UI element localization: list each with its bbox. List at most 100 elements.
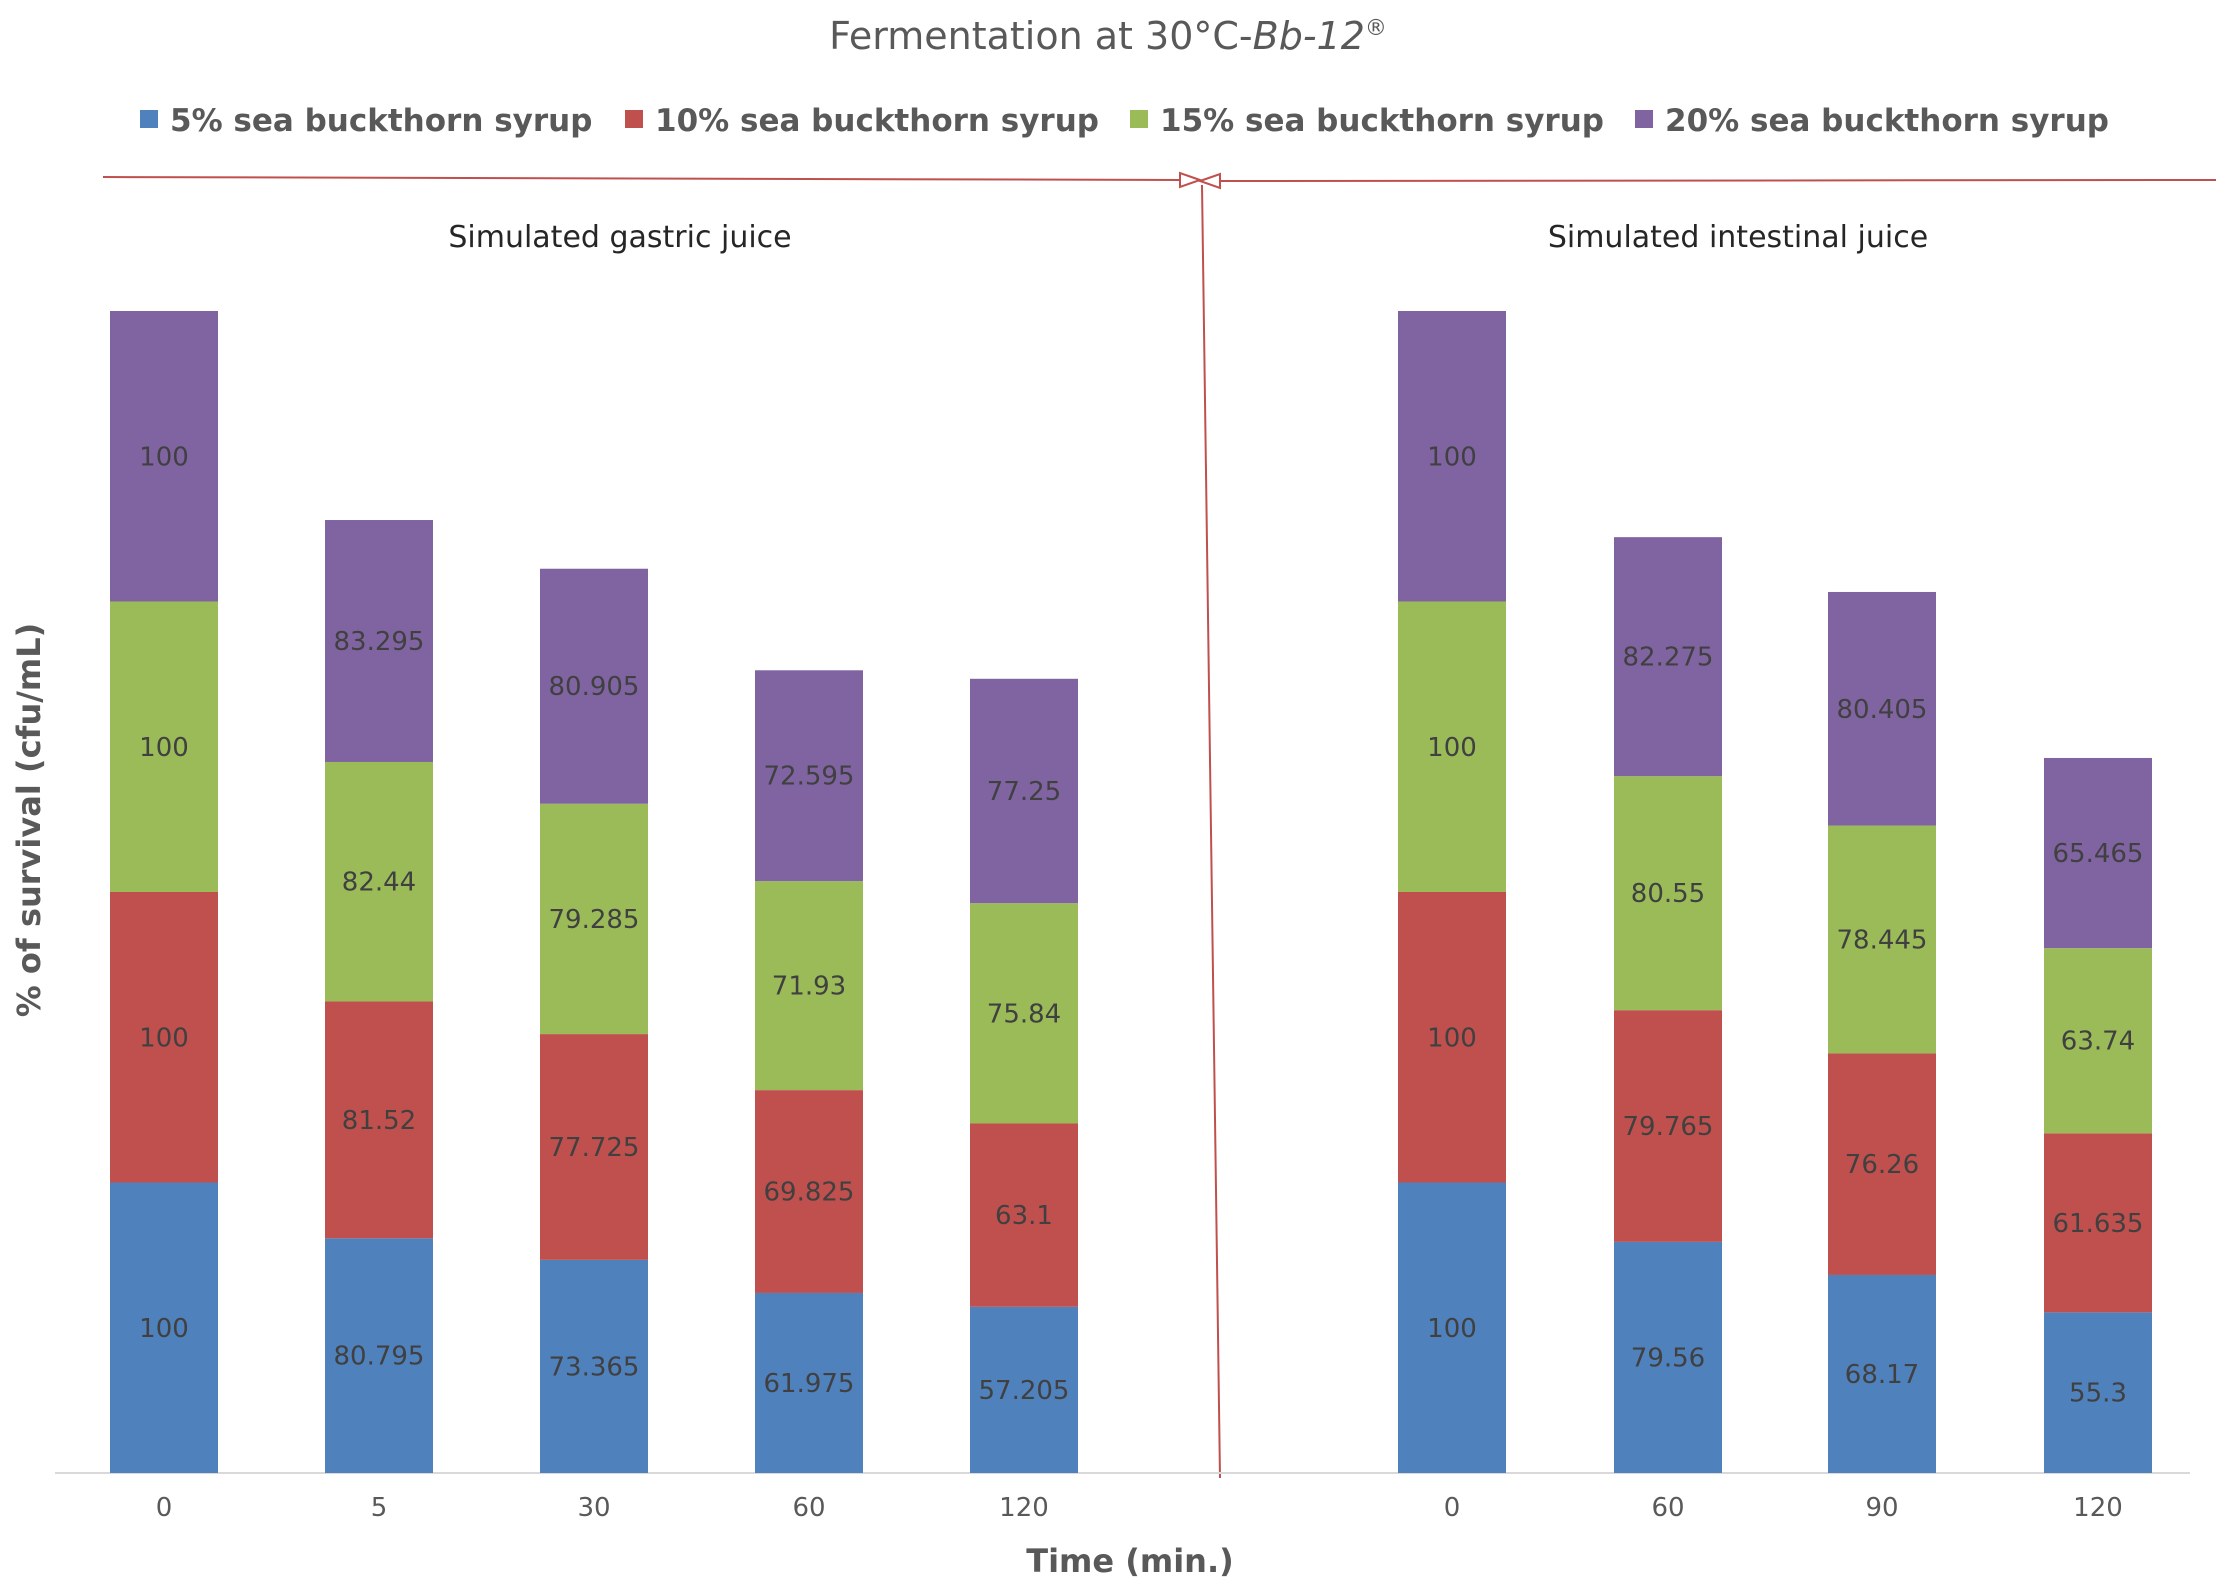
x-tick-p1-0: 0 <box>1444 1493 1461 1523</box>
legend-label-15pct: 15% sea buckthorn syrup <box>1160 103 1604 139</box>
data-label-p0-c4-s0: 57.205 <box>979 1376 1070 1406</box>
bar-p1-c0-s3 <box>1398 311 1506 602</box>
bar-p0-c3-s0 <box>755 1292 863 1473</box>
bar-p1-c2-s3 <box>1828 591 1936 826</box>
data-label-p1-c0-s3: 100 <box>1427 442 1477 472</box>
legend-label-5pct: 5% sea buckthorn syrup <box>170 103 592 139</box>
bar-p1-c3-s1 <box>2044 1133 2152 1313</box>
bar-p0-c3-s1 <box>755 1090 863 1293</box>
bar-p1-c2-s2 <box>1828 825 1936 1054</box>
data-label-p0-c1-s1: 81.52 <box>342 1106 416 1136</box>
legend-swatch-15pct <box>1130 110 1148 128</box>
data-label-p0-c2-s2: 79.285 <box>549 905 640 935</box>
data-label-p0-c0-s1: 100 <box>139 1023 189 1053</box>
x-axis-title: Time (min.) <box>1026 1542 1233 1580</box>
x-tick-p0-0: 0 <box>156 1493 173 1523</box>
x-tick-p0-1: 5 <box>371 1493 388 1523</box>
data-label-p1-c3-s0: 55.3 <box>2069 1379 2127 1409</box>
data-label-p1-c1-s2: 80.55 <box>1631 879 1705 909</box>
x-tick-labels: 0 5 30 60 120 0 60 90 120 <box>156 1493 2123 1523</box>
data-label-p1-c2-s2: 78.445 <box>1837 925 1928 955</box>
data-label-p1-c2-s3: 80.405 <box>1837 695 1928 725</box>
data-label-p0-c4-s1: 63.1 <box>995 1201 1053 1231</box>
x-tick-p1-2: 90 <box>1865 1493 1898 1523</box>
data-label-p0-c1-s3: 83.295 <box>334 627 425 657</box>
bar-p1-c3-s2 <box>2044 948 2152 1134</box>
bar-p1-c0-s2 <box>1398 601 1506 892</box>
data-label-p1-c3-s3: 65.465 <box>2053 839 2144 869</box>
legend-item-5pct: 5% sea buckthorn syrup <box>140 103 592 139</box>
bar-p0-c1-s3 <box>325 520 433 762</box>
data-label-p1-c0-s0: 100 <box>1427 1314 1477 1344</box>
data-label-p1-c1-s1: 79.765 <box>1623 1112 1714 1142</box>
x-tick-p0-4: 120 <box>999 1493 1049 1523</box>
bar-p0-c4-s0 <box>970 1306 1078 1473</box>
data-label-p1-c1-s3: 82.275 <box>1623 643 1714 673</box>
bar-p0-c1-s2 <box>325 761 433 1002</box>
data-label-p0-c1-s2: 82.44 <box>342 868 416 898</box>
bar-p0-c1-s1 <box>325 1001 433 1239</box>
bar-p0-c2-s1 <box>540 1034 648 1260</box>
data-label-p0-c3-s1: 69.825 <box>764 1178 855 1208</box>
legend-item-15pct: 15% sea buckthorn syrup <box>1130 103 1604 139</box>
divider-line-left <box>102 176 1181 181</box>
data-label-p1-c3-s2: 63.74 <box>2061 1027 2135 1057</box>
data-label-p0-c1-s0: 80.795 <box>334 1342 425 1372</box>
data-label-p1-c0-s1: 100 <box>1427 1023 1477 1053</box>
bar-p0-c0-s1 <box>110 892 218 1183</box>
bar-p0-c1-s0 <box>325 1238 433 1473</box>
legend-swatch-5pct <box>140 110 158 128</box>
data-label-p0-c3-s0: 61.975 <box>764 1369 855 1399</box>
bar-p0-c0-s3 <box>110 311 218 602</box>
data-label-p0-c0-s2: 100 <box>139 733 189 763</box>
divider-line-right <box>1219 179 2217 182</box>
bar-p0-c2-s2 <box>540 803 648 1035</box>
data-label-p1-c0-s2: 100 <box>1427 733 1477 763</box>
bar-p1-c3-s3 <box>2044 757 2152 949</box>
data-label-p1-c2-s0: 68.17 <box>1845 1360 1919 1390</box>
legend-item-20pct: 20% sea buckthorn syrup <box>1635 103 2109 139</box>
data-label-p0-c0-s3: 100 <box>139 442 189 472</box>
bar-p0-c4-s3 <box>970 678 1078 904</box>
bar-p0-c4-s1 <box>970 1123 1078 1307</box>
data-label-p0-c2-s3: 80.905 <box>549 672 640 702</box>
bar-p1-c0-s0 <box>1398 1182 1506 1473</box>
bar-p1-c1-s1 <box>1614 1010 1722 1242</box>
data-label-p0-c3-s2: 71.93 <box>772 972 846 1002</box>
bars: 100 100 100 100 80.795 81.52 82.44 83.295 73.365… <box>110 311 2152 1473</box>
data-label-p1-c3-s1: 61.635 <box>2053 1209 2144 1239</box>
panel-label-intestinal: Simulated intestinal juice <box>1548 220 1928 255</box>
bar-p0-c2-s3 <box>540 568 648 804</box>
bar-p1-c1-s2 <box>1614 776 1722 1011</box>
bar-p1-c3-s0 <box>2044 1312 2152 1473</box>
divider-arrowhead-left <box>1179 171 1204 189</box>
divider-line-vertical <box>1201 184 1221 1479</box>
x-tick-p1-1: 60 <box>1651 1493 1684 1523</box>
y-axis-title: % of survival (cfu/mL) <box>10 623 48 1018</box>
panel-label-gastric: Simulated gastric juice <box>448 220 791 255</box>
legend-label-10pct: 10% sea buckthorn syrup <box>655 103 1099 139</box>
x-tick-p1-3: 120 <box>2073 1493 2123 1523</box>
bar-p1-c2-s1 <box>1828 1053 1936 1275</box>
data-label-p0-c2-s1: 77.725 <box>549 1133 640 1163</box>
data-label-p0-c3-s3: 72.595 <box>764 762 855 792</box>
bar-p0-c3-s2 <box>755 881 863 1091</box>
data-label-p0-c2-s0: 73.365 <box>549 1352 640 1382</box>
legend-swatch-20pct <box>1635 110 1653 128</box>
legend-label-20pct: 20% sea buckthorn syrup <box>1665 103 2109 139</box>
panel-divider <box>102 171 2217 1479</box>
legend-item-10pct: 10% sea buckthorn syrup <box>625 103 1099 139</box>
bar-p1-c1-s3 <box>1614 537 1722 777</box>
data-label-p1-c2-s1: 76.26 <box>1845 1150 1919 1180</box>
bar-p1-c0-s1 <box>1398 892 1506 1183</box>
legend: 5% sea buckthorn syrup 10% sea buckthorn… <box>140 103 2109 139</box>
data-label-p0-c4-s2: 75.84 <box>987 999 1061 1029</box>
bar-p1-c2-s0 <box>1828 1274 1936 1473</box>
bar-p1-c1-s0 <box>1614 1241 1722 1473</box>
divider-arrowhead-right <box>1196 172 1221 190</box>
x-tick-p0-2: 30 <box>577 1493 610 1523</box>
data-label-p0-c0-s0: 100 <box>139 1314 189 1344</box>
bar-p0-c4-s2 <box>970 903 1078 1124</box>
chart-title: Fermentation at 30°C-Bb-12® <box>829 14 1387 58</box>
